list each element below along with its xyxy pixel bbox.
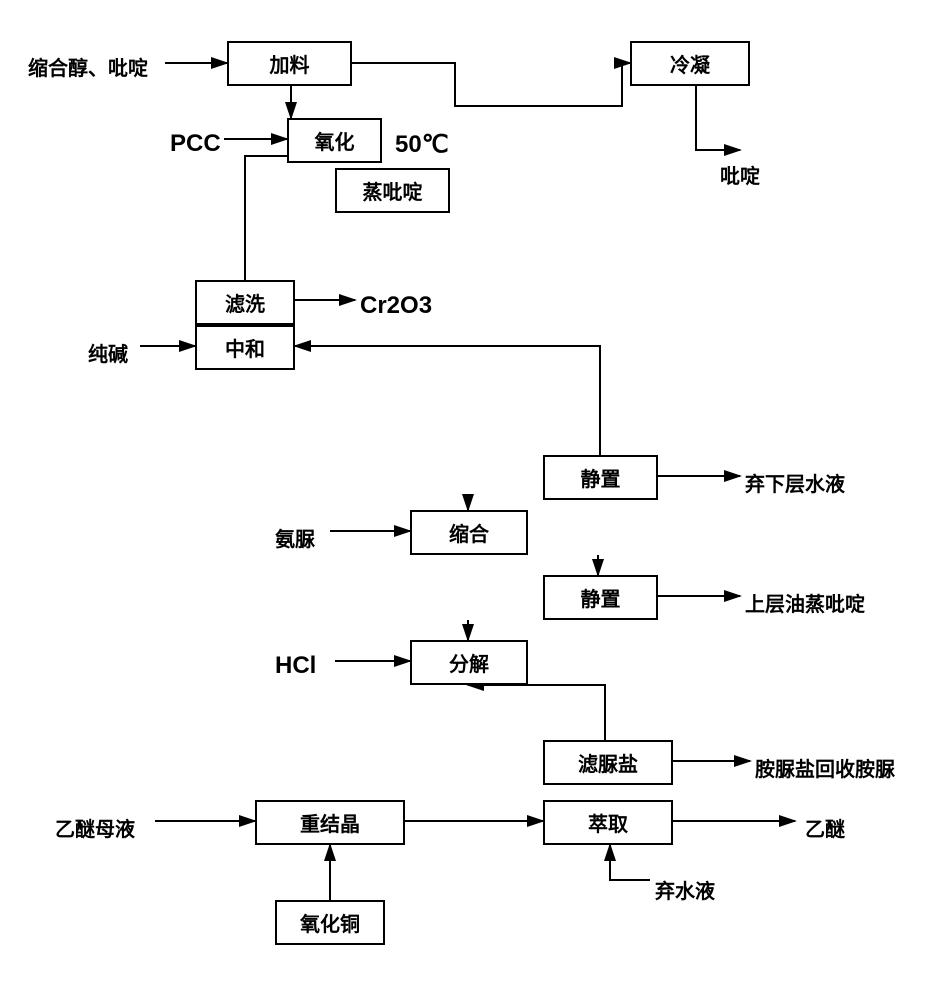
node-oxidize: 氧化 xyxy=(287,118,382,163)
node-settle1: 静置 xyxy=(543,455,658,500)
arrow-8 xyxy=(295,346,600,455)
label-upper_oil: 上层油蒸吡啶 xyxy=(745,588,865,617)
label-pcc: PCC xyxy=(170,130,221,158)
label-waste_lower: 弃下层水液 xyxy=(745,468,845,497)
label-recover: 胺脲盐回收胺脲 xyxy=(755,753,895,782)
arrow-19 xyxy=(610,845,650,880)
label-semicarb: 氨脲 xyxy=(275,523,315,552)
label-soda: 纯碱 xyxy=(88,338,128,367)
arrow-5 xyxy=(245,156,335,280)
node-condense: 冷凝 xyxy=(630,41,750,86)
node-decompose: 分解 xyxy=(410,640,528,685)
node-neutralize: 中和 xyxy=(195,325,295,370)
node-condense2: 缩合 xyxy=(410,510,528,555)
node-filter_wash: 滤洗 xyxy=(195,280,295,325)
label-cr2o3: Cr2O3 xyxy=(360,292,432,320)
label-eth_mother: 乙醚母液 xyxy=(55,813,135,842)
node-feed: 加料 xyxy=(227,41,352,86)
arrow-16 xyxy=(468,685,605,740)
arrow-4 xyxy=(696,86,740,150)
label-waste_water: 弃水液 xyxy=(655,875,715,904)
node-steam_py: 蒸吡啶 xyxy=(335,168,450,213)
label-hcl: HCl xyxy=(275,652,316,680)
arrow-1 xyxy=(352,63,630,106)
node-recryst: 重结晶 xyxy=(255,800,405,845)
label-ethanol: 乙醚 xyxy=(805,813,845,842)
node-extract: 萃取 xyxy=(543,800,673,845)
label-in_top: 缩合醇、吡啶 xyxy=(28,52,148,81)
label-out_py: 吡啶 xyxy=(720,160,760,189)
node-cuo: 氧化铜 xyxy=(275,900,385,945)
node-filter_urea: 滤脲盐 xyxy=(543,740,673,785)
node-settle2: 静置 xyxy=(543,575,658,620)
label-temp50: 50℃ xyxy=(395,130,449,159)
connections-layer xyxy=(0,0,925,1000)
